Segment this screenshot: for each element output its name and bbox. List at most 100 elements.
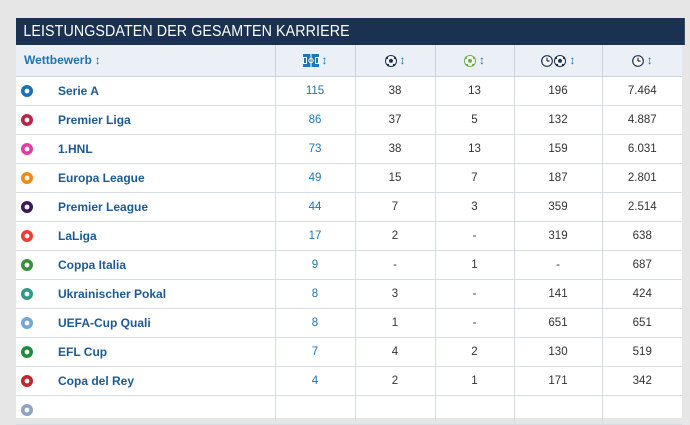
header-goals[interactable]: ↕ xyxy=(354,45,435,77)
minutes-per-goal-cell: 651 xyxy=(513,308,602,338)
assists-cell: 13 xyxy=(434,134,514,164)
premier-league-logo[interactable] xyxy=(20,200,34,214)
assists-cell: - xyxy=(434,221,514,251)
career-stats-panel: LEISTUNGSDATEN DER GESAMTEN KARRIERE Wet… xyxy=(16,18,686,425)
appearances-cell[interactable]: 73 xyxy=(274,134,355,164)
competition-link[interactable]: 1.HNL xyxy=(58,141,93,156)
competition-link[interactable]: LaLiga xyxy=(58,228,97,243)
premier-liga-logo[interactable] xyxy=(20,113,34,127)
competition-link[interactable]: UEFA-Cup Quali xyxy=(58,315,151,330)
table-row: Europa League 49 15 7 187 2.801 xyxy=(16,163,682,193)
table-row xyxy=(16,395,682,425)
europa-league-logo[interactable] xyxy=(20,171,34,185)
copa-del-rey-logo[interactable] xyxy=(20,374,34,388)
assists-cell: 3 xyxy=(434,192,514,222)
sort-icon[interactable]: ↕ xyxy=(321,53,328,68)
goals-cell: 4 xyxy=(354,337,435,367)
ukrainischer-pokal-logo[interactable] xyxy=(20,287,34,301)
minutes-played-cell: 519 xyxy=(601,337,682,367)
competition-cell: Serie A xyxy=(16,76,275,106)
goals-cell: - xyxy=(354,250,435,280)
competition-cell: Ukrainischer Pokal xyxy=(16,279,275,309)
table-row: Premier Liga 86 37 5 132 4.887 xyxy=(16,105,682,135)
minutes-per-goal-cell: 141 xyxy=(513,279,602,309)
goals-cell: 38 xyxy=(354,134,435,164)
appearances-cell[interactable]: 7 xyxy=(274,337,355,367)
competition-cell: 1.HNL xyxy=(16,134,275,164)
appearances-cell[interactable]: 44 xyxy=(274,192,355,222)
minutes-played-cell: 342 xyxy=(601,366,682,396)
minutes-played-cell: 687 xyxy=(601,250,682,280)
header-assists[interactable]: ↕ xyxy=(434,45,514,77)
table-row: 1.HNL 73 38 13 159 6.031 xyxy=(16,134,682,164)
table-row: Ukrainischer Pokal 8 3-141 424 xyxy=(16,279,682,309)
assists-cell: - xyxy=(434,308,514,338)
competition-link[interactable]: Coppa Italia xyxy=(58,257,127,272)
minutes-per-goal-cell: 130 xyxy=(513,337,602,367)
table-row: Premier League 44 7 3 359 2.514 xyxy=(16,192,682,222)
appearances-cell[interactable]: 9 xyxy=(274,250,355,280)
minutes-played-cell: 6.031 xyxy=(601,134,682,164)
sort-icon[interactable]: ↕ xyxy=(399,53,406,68)
assists-cell: 1 xyxy=(434,250,514,280)
table-row: UEFA-Cup Quali 8 1-651 651 xyxy=(16,308,682,338)
competition-link[interactable]: Premier Liga xyxy=(58,112,131,127)
serie-a-logo[interactable] xyxy=(20,84,34,98)
appearances-cell[interactable]: 115 xyxy=(274,76,355,106)
competition-cell: Premier Liga xyxy=(16,105,275,135)
table-header-row: Wettbewerb ↕ ↕ xyxy=(16,45,682,77)
competition-link[interactable]: Ukrainischer Pokal xyxy=(58,286,167,301)
goals-icon xyxy=(384,55,397,68)
header-minutes-played[interactable]: ↕ xyxy=(601,45,682,77)
competition-link[interactable]: EFL Cup xyxy=(58,344,108,359)
sort-icon[interactable]: ↕ xyxy=(569,53,576,68)
minutes-per-goal-cell: 187 xyxy=(513,163,602,193)
laliga-logo[interactable] xyxy=(20,229,34,243)
appearances-cell[interactable]: 8 xyxy=(274,279,355,309)
appearances-cell[interactable] xyxy=(274,395,355,425)
goals-cell xyxy=(354,395,435,425)
table-row: Coppa Italia 9-1-687 xyxy=(16,250,682,280)
header-minutes-per-goal[interactable]: ↕ xyxy=(513,45,602,77)
table-row: LaLiga 17 2-319 638 xyxy=(16,221,682,251)
competition-cell: EFL Cup xyxy=(16,337,275,367)
competition-cell: Coppa Italia xyxy=(16,250,275,280)
panel-title: LEISTUNGSDATEN DER GESAMTEN KARRIERE xyxy=(16,18,686,45)
competition-cell: Europa League xyxy=(16,163,275,193)
appearances-icon xyxy=(302,54,319,68)
goals-cell: 1 xyxy=(354,308,435,338)
career-stats-table: Wettbewerb ↕ ↕ xyxy=(16,45,682,425)
competition-cell: Copa del Rey xyxy=(16,366,275,396)
partial-row-logo[interactable] xyxy=(20,403,34,417)
minutes-per-goal-cell: 196 xyxy=(513,76,602,106)
uefa-cup-quali-logo[interactable] xyxy=(20,316,34,330)
goals-cell: 2 xyxy=(354,366,435,396)
competition-link[interactable]: Premier League xyxy=(58,199,149,214)
coppa-italia-logo[interactable] xyxy=(20,258,34,272)
minutes-played-cell xyxy=(601,395,682,425)
goals-cell: 7 xyxy=(354,192,435,222)
efl-cup-logo[interactable] xyxy=(20,345,34,359)
competition-cell: Premier League xyxy=(16,192,275,222)
appearances-cell[interactable]: 8 xyxy=(274,308,355,338)
minutes-per-goal-cell: 132 xyxy=(513,105,602,135)
sort-icon[interactable]: ↕ xyxy=(479,53,485,68)
table-row: EFL Cup 7 4 2 130 519 xyxy=(16,337,682,367)
assists-icon xyxy=(464,55,476,68)
minutes-played-icon xyxy=(631,55,644,67)
competition-link[interactable]: Copa del Rey xyxy=(58,373,135,388)
header-appearances[interactable]: ↕ xyxy=(274,45,355,77)
assists-cell: 1 xyxy=(434,366,514,396)
appearances-cell[interactable]: 17 xyxy=(274,221,355,251)
appearances-cell[interactable]: 4 xyxy=(274,366,355,396)
assists-cell: 2 xyxy=(434,337,514,367)
appearances-cell[interactable]: 49 xyxy=(274,163,355,193)
sort-icon[interactable]: ↕ xyxy=(646,53,653,68)
sort-icon[interactable]: ↕ xyxy=(94,53,101,68)
appearances-cell[interactable]: 86 xyxy=(274,105,355,135)
header-competition[interactable]: Wettbewerb ↕ xyxy=(16,45,275,77)
hnl-logo[interactable] xyxy=(20,142,34,156)
competition-link[interactable]: Europa League xyxy=(58,170,145,185)
minutes-played-cell: 7.464 xyxy=(601,76,682,106)
competition-link[interactable]: Serie A xyxy=(58,83,99,98)
